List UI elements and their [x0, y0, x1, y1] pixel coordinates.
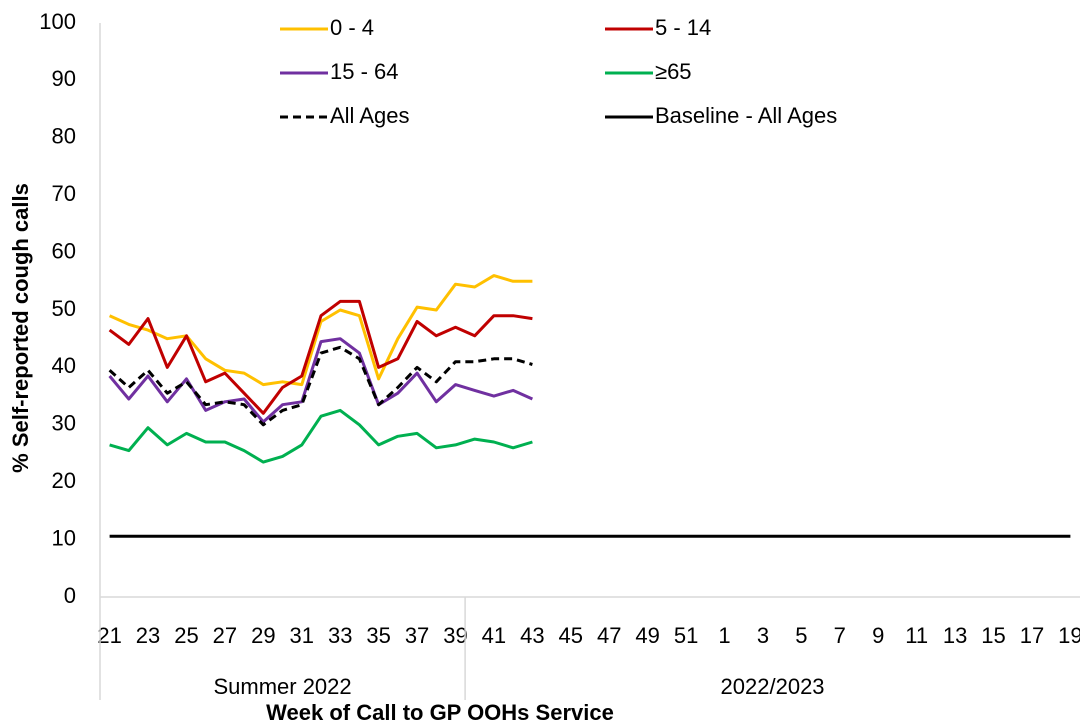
x-tick-label: 25	[174, 623, 198, 648]
group-label: 2022/2023	[721, 674, 825, 699]
x-tick-label: 27	[213, 623, 237, 648]
x-tick-label: 13	[943, 623, 967, 648]
y-tick-label: 100	[39, 9, 76, 34]
x-tick-label: 29	[251, 623, 275, 648]
x-axis-label: Week of Call to GP OOHs Service	[266, 700, 614, 725]
y-tick-label: 50	[52, 296, 76, 321]
series-line	[108, 345, 533, 427]
y-tick-label: 70	[52, 181, 76, 206]
legend-label: ≥65	[655, 59, 692, 84]
x-tick-label: 7	[834, 623, 846, 648]
x-tick-label: 31	[290, 623, 314, 648]
x-tick-label: 47	[597, 623, 621, 648]
x-tick-label: 51	[674, 623, 698, 648]
x-tick-label: 11	[905, 623, 928, 648]
y-tick-label: 0	[64, 583, 76, 608]
legend-label: 15 - 64	[330, 59, 399, 84]
x-tick-label: 33	[328, 623, 352, 648]
x-tick-label: 43	[520, 623, 544, 648]
legend-label: Baseline - All Ages	[655, 103, 837, 128]
x-tick-label: 35	[366, 623, 390, 648]
x-tick-label: 5	[795, 623, 807, 648]
series-line	[108, 337, 534, 424]
x-tick-label: 49	[635, 623, 659, 648]
y-tick-label: 90	[52, 66, 76, 91]
y-tick-label: 40	[52, 353, 76, 378]
x-tick-label: 37	[405, 623, 429, 648]
y-tick-label: 60	[52, 238, 76, 263]
series-line	[108, 299, 533, 415]
x-tick-label: 23	[136, 623, 160, 648]
y-axis-label: % Self-reported cough calls	[8, 183, 33, 473]
x-tick-label: 45	[559, 623, 583, 648]
series-line	[108, 274, 533, 387]
y-tick-label: 10	[52, 525, 76, 550]
y-tick-label: 20	[52, 468, 76, 493]
x-tick-label: 39	[443, 623, 467, 648]
x-tick-label: 41	[482, 623, 506, 648]
legend-label: All Ages	[330, 103, 410, 128]
group-label: Summer 2022	[213, 674, 351, 699]
y-tick-label: 80	[52, 124, 76, 149]
x-tick-label: 17	[1020, 623, 1044, 648]
x-tick-label: 3	[757, 623, 769, 648]
x-tick-label: 1	[718, 623, 730, 648]
legend-label: 0 - 4	[330, 15, 374, 40]
x-tick-label: 19	[1058, 623, 1080, 648]
legend-label: 5 - 14	[655, 15, 711, 40]
x-tick-label: 21	[97, 623, 121, 648]
series-line	[109, 408, 533, 464]
x-tick-label: 15	[981, 623, 1005, 648]
x-tick-label: 9	[872, 623, 884, 648]
y-tick-label: 30	[52, 411, 76, 436]
